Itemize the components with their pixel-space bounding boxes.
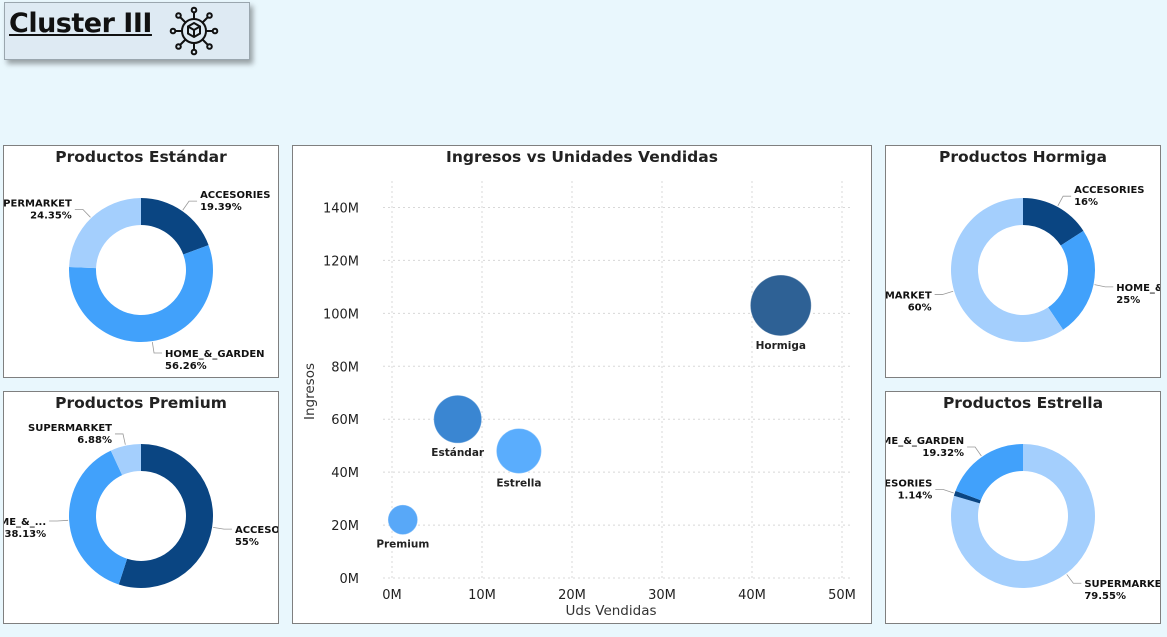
donut-slice-home-garden[interactable] (955, 444, 1023, 501)
slice-percent-label: 60% (908, 302, 932, 313)
y-tick-label: 80M (331, 360, 359, 375)
slice-percent-label: 19.32% (922, 448, 964, 459)
chart-title: Productos Hormiga (939, 148, 1107, 166)
bubble-label-est-ndar: Estándar (431, 447, 485, 459)
donut-slice-accesories[interactable] (118, 444, 213, 588)
y-tick-label: 40M (331, 466, 359, 481)
slice-percent-label: 38.13% (4, 529, 46, 540)
y-tick-label: 120M (323, 254, 359, 269)
leader-line (1066, 574, 1082, 584)
slice-percent-label: 1.14% (898, 490, 933, 501)
slice-name-label: ACCESORIES (1074, 185, 1144, 196)
y-tick-label: 100M (323, 307, 359, 322)
slice-percent-label: 79.55% (1084, 591, 1126, 602)
slice-percent-label: 24.35% (30, 210, 72, 221)
y-tick-label: 140M (323, 201, 359, 216)
bubble-est-ndar[interactable] (433, 394, 483, 444)
slice-name-label: SUPERMARKET (1084, 579, 1160, 590)
slice-percent-label: 56.26% (165, 361, 207, 372)
leader-line (151, 342, 163, 354)
y-tick-label: 60M (331, 413, 359, 428)
x-tick-label: 10M (468, 588, 496, 603)
slice-percent-label: 19.39% (200, 202, 242, 213)
donut-slice-home-garden[interactable] (69, 245, 214, 342)
leader-line (967, 446, 982, 457)
report-header: Cluster III (4, 2, 250, 60)
slice-name-label: SUPERMARKET (886, 290, 932, 301)
y-tick-label: 20M (331, 519, 359, 534)
x-tick-label: 30M (648, 588, 676, 603)
slice-percent-label: 6.88% (77, 435, 112, 446)
donut-slice-supermarket[interactable] (951, 197, 1064, 342)
chart-title: Ingresos vs Unidades Vendidas (446, 148, 718, 166)
leader-line (213, 527, 232, 530)
leader-line (935, 489, 954, 494)
slice-name-label: ACCESORIES (200, 190, 270, 201)
x-axis-title: Uds Vendidas (565, 603, 656, 619)
leader-line (1057, 195, 1072, 207)
donut-slice-accesories[interactable] (141, 198, 209, 255)
slice-name-label: HOME_&_GARDEN (1116, 283, 1160, 294)
leader-line (114, 433, 126, 445)
slice-name-label: HOME_&_... (4, 517, 46, 528)
donut-slice-supermarket[interactable] (110, 444, 141, 476)
x-tick-label: 0M (382, 588, 402, 603)
bubble-hormiga[interactable] (749, 274, 812, 337)
leader-line (1094, 284, 1114, 288)
donut-slice-supermarket[interactable] (69, 198, 141, 269)
page-title: Cluster III (9, 8, 152, 39)
chart-title: Productos Estrella (942, 394, 1104, 412)
x-tick-label: 40M (738, 588, 766, 603)
slice-name-label: SUPERMARKET (28, 423, 112, 434)
x-tick-label: 20M (558, 588, 586, 603)
donut-slice-home-garden[interactable] (1048, 230, 1095, 330)
slice-name-label: HOME_&_GARDEN (886, 436, 964, 447)
chart-title: Productos Estándar (55, 148, 227, 166)
slice-percent-label: 25% (1116, 295, 1140, 306)
leader-line (49, 519, 69, 522)
bubble-estrella[interactable] (495, 427, 542, 474)
donut-slice-accesories[interactable] (1023, 198, 1084, 246)
chart-title: Productos Premium (55, 394, 227, 412)
slice-name-label: ACCESORIES (235, 525, 278, 536)
scatter-panel: Ingresos vs Unidades Vendidas 0M 20M 40M 60… (292, 145, 872, 624)
slice-name-label: HOME_&_GARDEN (165, 349, 265, 360)
leader-line (182, 200, 198, 211)
leader-line (934, 290, 954, 295)
donut-slice-home[interactable] (69, 450, 128, 585)
bubble-label-hormiga: Hormiga (756, 340, 806, 352)
y-tick-label: 0M (340, 572, 360, 587)
slice-percent-label: 16% (1074, 197, 1098, 208)
cube-network-icon (169, 6, 219, 56)
slice-name-label: ACCESORIES (886, 478, 932, 489)
donut-slice-accesories[interactable] (953, 490, 981, 504)
leader-line (74, 209, 91, 218)
bubble-chart: 0M 20M 40M 60M 80M 100M 120M 140M 0M 10M 20M 30M 40M… (302, 181, 856, 619)
donut-panel-premium: Productos Premium ACCESORIES55% HOME_&_..… (3, 391, 279, 624)
slice-percent-label: 55% (235, 537, 259, 548)
donut-slice-supermarket[interactable] (951, 444, 1095, 588)
donut-panel-estandar: Productos Estándar ACCESORIES 19.39% HOME_… (3, 145, 279, 378)
bubble-label-estrella: Estrella (496, 477, 541, 489)
donut-chart-premium: ACCESORIES55% HOME_&_...38.13% SUPERMARKET… (4, 423, 278, 588)
bubble-premium[interactable] (387, 504, 419, 536)
slice-name-label: SUPERMARKET (4, 198, 72, 209)
x-tick-label: 50M (828, 588, 856, 603)
bubble-label-premium: Premium (376, 539, 429, 551)
y-axis-title: Ingresos (302, 363, 318, 420)
